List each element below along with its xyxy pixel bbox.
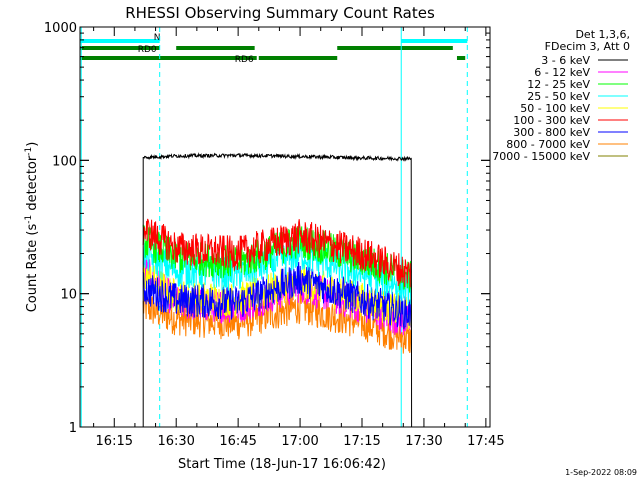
footer-timestamp: 1-Sep-2022 08:09 [565, 468, 637, 477]
legend-label: 6 - 12 keV [534, 66, 590, 79]
x-tick-label: 17:30 [405, 434, 442, 449]
axis-ticks [80, 26, 490, 428]
y-tick-label: 100 [52, 154, 77, 169]
x-tick-label: 17:00 [281, 434, 318, 449]
y-axis-label: Count Rate (s-1 detector-1) [24, 142, 40, 313]
x-tick-label: 16:45 [219, 434, 256, 449]
y-tick-labels: 1 10 100 1000 [44, 21, 77, 436]
legend-label: 7000 - 15000 keV [492, 150, 590, 163]
annotation-label: N [154, 33, 161, 43]
legend-header-line-2: FDecim 3, Att 0 [545, 40, 630, 53]
legend-header-line-1: Det 1,3,6, [575, 28, 630, 41]
x-tick-label: 17:45 [467, 434, 504, 449]
legend-label: 800 - 7000 keV [506, 138, 590, 151]
legend-label: 3 - 6 keV [541, 54, 590, 67]
y-tick-label: 1 [69, 421, 77, 436]
plot-frame [79, 26, 491, 428]
chart-title: RHESSI Observing Summary Count Rates [125, 4, 435, 22]
y-tick-label: 1000 [44, 21, 77, 36]
legend-label: 300 - 800 keV [513, 126, 590, 139]
y-tick-label: 10 [60, 288, 77, 303]
series-line [142, 261, 412, 330]
series-line [142, 218, 412, 288]
legend-label: 50 - 100 keV [520, 102, 590, 115]
legend-label: 100 - 300 keV [513, 114, 590, 127]
annotation-label: RD0 [138, 45, 157, 55]
x-axis-label: Start Time (18-Jun-17 16:06:42) [178, 457, 386, 472]
plot-content: N RD0 RD6 [80, 27, 468, 428]
x-tick-label: 17:15 [343, 434, 380, 449]
annotation-label: RD6 [235, 55, 254, 65]
series-line [142, 152, 413, 428]
x-tick-label: 16:15 [96, 434, 133, 449]
x-tick-label: 16:30 [157, 434, 194, 449]
legend-label: 25 - 50 keV [527, 90, 590, 103]
x-tick-labels: 16:15 16:30 16:45 17:00 17:15 17:30 17:45 [96, 434, 505, 449]
legend-label: 12 - 25 keV [527, 78, 590, 91]
